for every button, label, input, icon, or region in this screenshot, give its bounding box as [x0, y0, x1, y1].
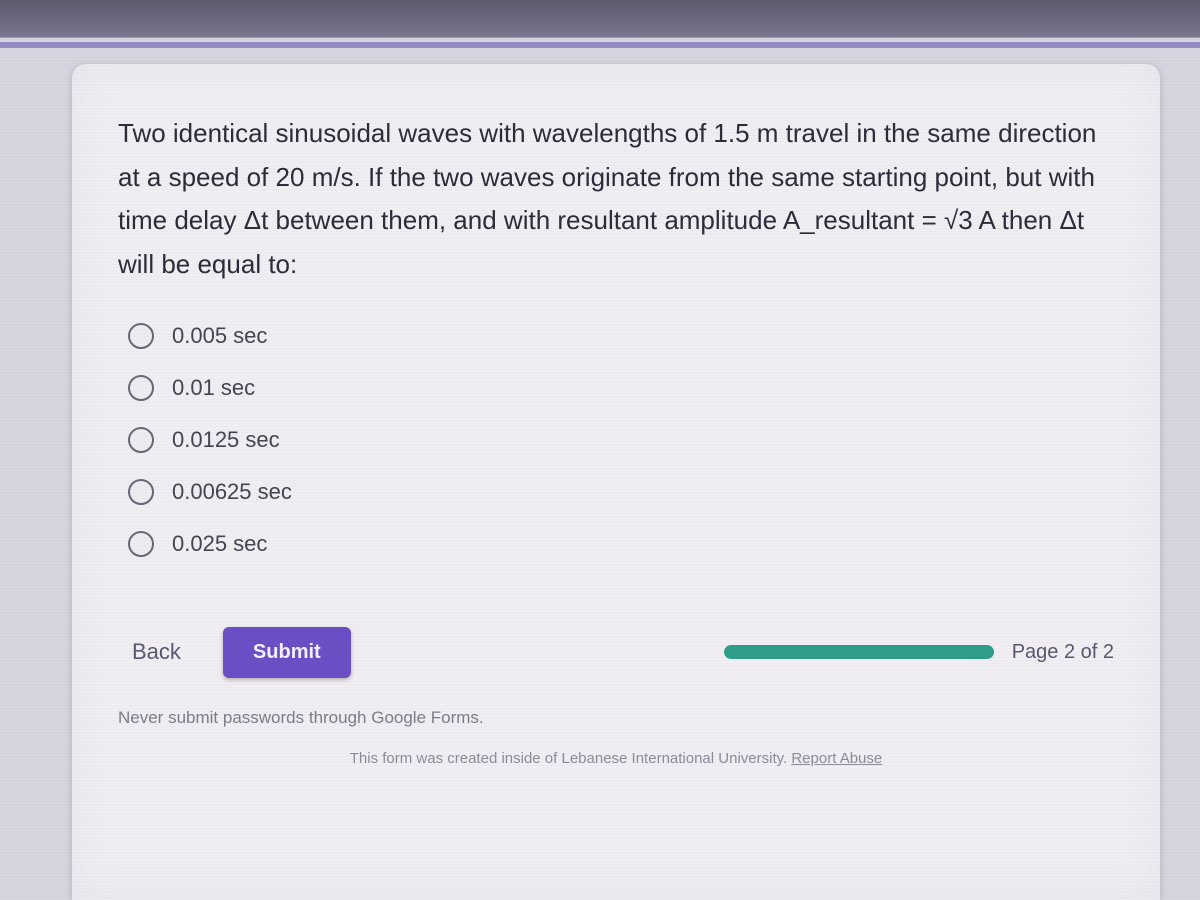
option-1[interactable]: 0.005 sec	[128, 323, 1114, 349]
option-2[interactable]: 0.01 sec	[128, 375, 1114, 401]
browser-top-bar	[0, 0, 1200, 38]
form-header-strip	[0, 42, 1200, 48]
back-button[interactable]: Back	[118, 629, 195, 675]
question-card: Two identical sinusoidal waves with wave…	[72, 64, 1160, 900]
radio-icon[interactable]	[128, 479, 154, 505]
report-abuse-link[interactable]: Report Abuse	[791, 750, 882, 767]
option-3[interactable]: 0.0125 sec	[128, 427, 1114, 453]
password-warning: Never submit passwords through Google Fo…	[118, 708, 1114, 728]
page-indicator: Page 2 of 2	[1012, 641, 1114, 664]
question-text: Two identical sinusoidal waves with wave…	[118, 112, 1114, 287]
option-4[interactable]: 0.00625 sec	[128, 479, 1114, 505]
radio-icon[interactable]	[128, 323, 154, 349]
progress-wrap: Page 2 of 2	[724, 641, 1114, 664]
progress-bar	[724, 645, 994, 659]
option-label: 0.025 sec	[172, 531, 267, 557]
radio-icon[interactable]	[128, 427, 154, 453]
option-5[interactable]: 0.025 sec	[128, 531, 1114, 557]
radio-icon[interactable]	[128, 531, 154, 557]
radio-icon[interactable]	[128, 375, 154, 401]
options-group: 0.005 sec 0.01 sec 0.0125 sec 0.00625 se…	[128, 323, 1114, 557]
option-label: 0.005 sec	[172, 323, 267, 349]
nav-row: Back Submit Page 2 of 2	[118, 627, 1114, 678]
option-label: 0.0125 sec	[172, 427, 280, 453]
attribution-note: This form was created inside of Lebanese…	[118, 750, 1114, 767]
attribution-text: This form was created inside of Lebanese…	[350, 750, 792, 767]
option-label: 0.00625 sec	[172, 479, 292, 505]
progress-fill	[724, 645, 994, 659]
option-label: 0.01 sec	[172, 375, 255, 401]
submit-button[interactable]: Submit	[223, 627, 351, 678]
